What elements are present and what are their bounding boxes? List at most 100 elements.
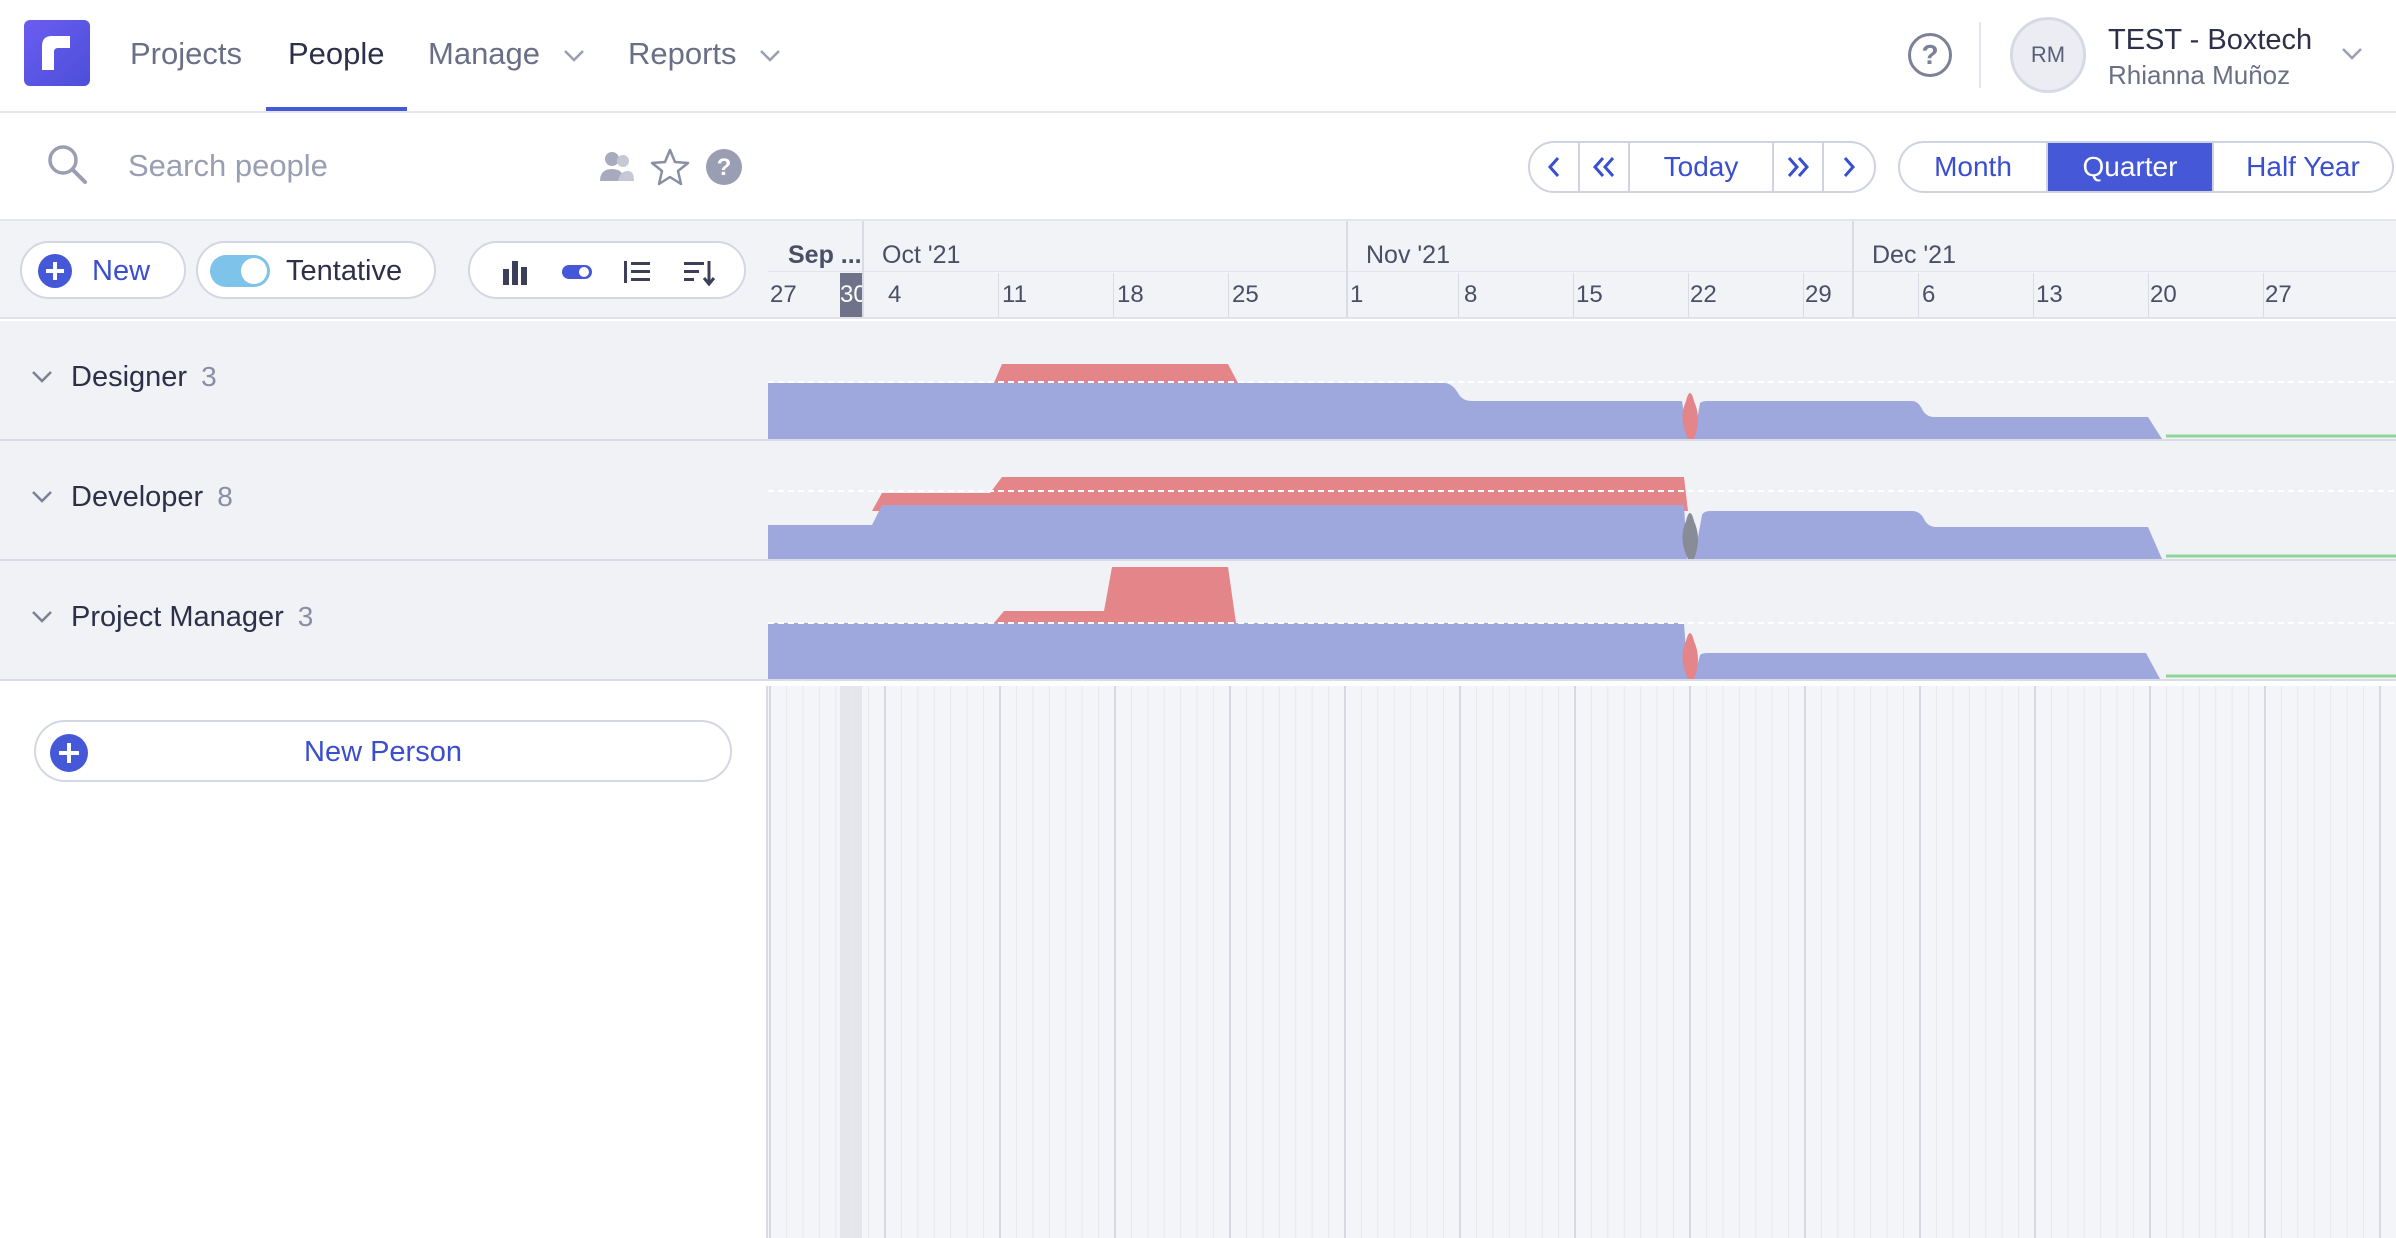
capacity-chart [768,364,2396,439]
day-label: 22 [1690,281,1717,308]
range-selector: Month Quarter Half Year [1898,141,2394,193]
week-tick [1458,273,1459,317]
role-row-developer[interactable]: Developer 8 [0,441,2396,561]
week-tick [1573,273,1574,317]
day-label: 27 [2265,281,2292,308]
month-label: Dec '21 [1872,241,1956,269]
day-label: 1 [1350,281,1364,308]
chevron-left-icon [1547,157,1560,177]
help-filled-icon[interactable]: ? [704,147,744,187]
next-button[interactable] [1824,143,1874,191]
week-tick [2033,273,2034,317]
role-name: Project Manager 3 [71,601,314,633]
new-person-button[interactable]: New Person [34,720,732,782]
jump-forward-button[interactable] [1774,143,1824,191]
day-label: 20 [2150,281,2177,308]
day-label: 25 [1232,281,1259,308]
nav-manage[interactable]: Manage [428,0,585,111]
account-name[interactable]: TEST - Boxtech [2108,24,2313,56]
double-chevron-left-icon [1592,157,1615,177]
range-month[interactable]: Month [1900,143,2048,191]
day-label: 29 [1805,281,1832,308]
nav-projects[interactable]: Projects [130,36,242,71]
day-grid [769,686,2396,1238]
double-chevron-right-icon [1787,157,1810,177]
role-row-project-manager[interactable]: Project Manager 3 [0,561,2396,681]
today-marker: 30 [840,273,862,317]
day-label: 8 [1464,281,1478,308]
divider [1979,22,1981,88]
chevron-down-icon[interactable] [30,609,54,625]
week-tick [1918,273,1919,317]
new-person-label: New Person [304,736,462,768]
search-toolbar: ? Today Month Quarter Half Year [0,113,2396,221]
chevron-down-icon [760,49,781,62]
chevron-down-icon[interactable] [30,369,54,385]
week-tick [998,273,999,317]
date-navigation: Today [1528,141,1876,193]
star-icon[interactable] [650,147,690,187]
role-header[interactable]: Project Manager 3 [0,561,768,679]
search-input[interactable] [128,141,568,191]
day-label: 11 [1002,281,1027,308]
svg-text:?: ? [717,154,732,181]
month-separator [1852,221,1854,317]
list-icon[interactable] [622,257,652,292]
app-logo[interactable] [24,20,90,86]
role-count: 3 [297,601,314,632]
nav-reports-label: Reports [628,36,737,71]
sort-icon[interactable] [682,257,716,292]
week-tick [2263,273,2264,317]
week-tick [1228,273,1229,317]
range-half-year[interactable]: Half Year [2246,151,2360,182]
role-header[interactable]: Designer 3 [0,321,768,439]
capacity-chart [768,567,2396,679]
action-bar: New Tentative [0,221,768,319]
tentative-toggle[interactable]: Tentative [196,241,436,299]
toggle-switch-icon[interactable] [210,255,270,287]
day-label: 6 [1922,281,1936,308]
nav-people[interactable]: People [266,0,406,111]
month-label: Nov '21 [1366,241,1450,269]
week-tick [2148,273,2149,317]
avatar[interactable]: RM [2010,17,2086,93]
jump-back-button[interactable] [1580,143,1630,191]
view-options [468,241,746,299]
search-icon [48,145,87,184]
help-icon[interactable]: ? [1908,33,1952,77]
chevron-down-icon [563,49,584,62]
day-label: 18 [1117,281,1144,308]
timeline-header: Sep ... Oct '21 Nov '21 Dec '21 27 30 4 … [768,221,2396,319]
people-filter-icon[interactable] [598,147,636,185]
week-tick [1113,273,1114,317]
week-tick [1688,273,1689,317]
range-quarter[interactable]: Quarter [2048,143,2214,191]
new-button[interactable]: New [20,241,186,299]
today-button[interactable]: Today [1630,143,1774,191]
account-user[interactable]: Rhianna Muñoz [2108,60,2291,90]
prev-button[interactable] [1530,143,1580,191]
week-tick [1803,273,1804,317]
header-divider [768,271,2396,272]
nav-manage-label: Manage [428,36,541,71]
month-label: Oct '21 [882,241,961,269]
role-row-designer[interactable]: Designer 3 [0,321,2396,441]
day-label: 4 [888,281,902,308]
bar-chart-icon[interactable] [500,257,530,292]
chevron-right-icon [1843,157,1856,177]
account-chevron-down-icon[interactable] [2340,46,2364,62]
nav-reports[interactable]: Reports [628,0,781,111]
capacity-chart [768,477,2396,559]
people-list-panel: New Person [0,686,766,1238]
role-count: 3 [201,361,217,392]
month-separator [1346,221,1348,317]
day-label: 13 [2036,281,2063,308]
tentative-label: Tentative [286,255,403,287]
month-separator [862,221,864,317]
toggle-view-icon[interactable] [560,257,594,292]
role-header[interactable]: Developer 8 [0,441,768,559]
role-count: 8 [217,481,233,512]
timeline-grid [766,686,2396,1238]
top-navigation: Projects People Manage Reports ? RM TEST… [0,0,2396,113]
chevron-down-icon[interactable] [30,489,54,505]
